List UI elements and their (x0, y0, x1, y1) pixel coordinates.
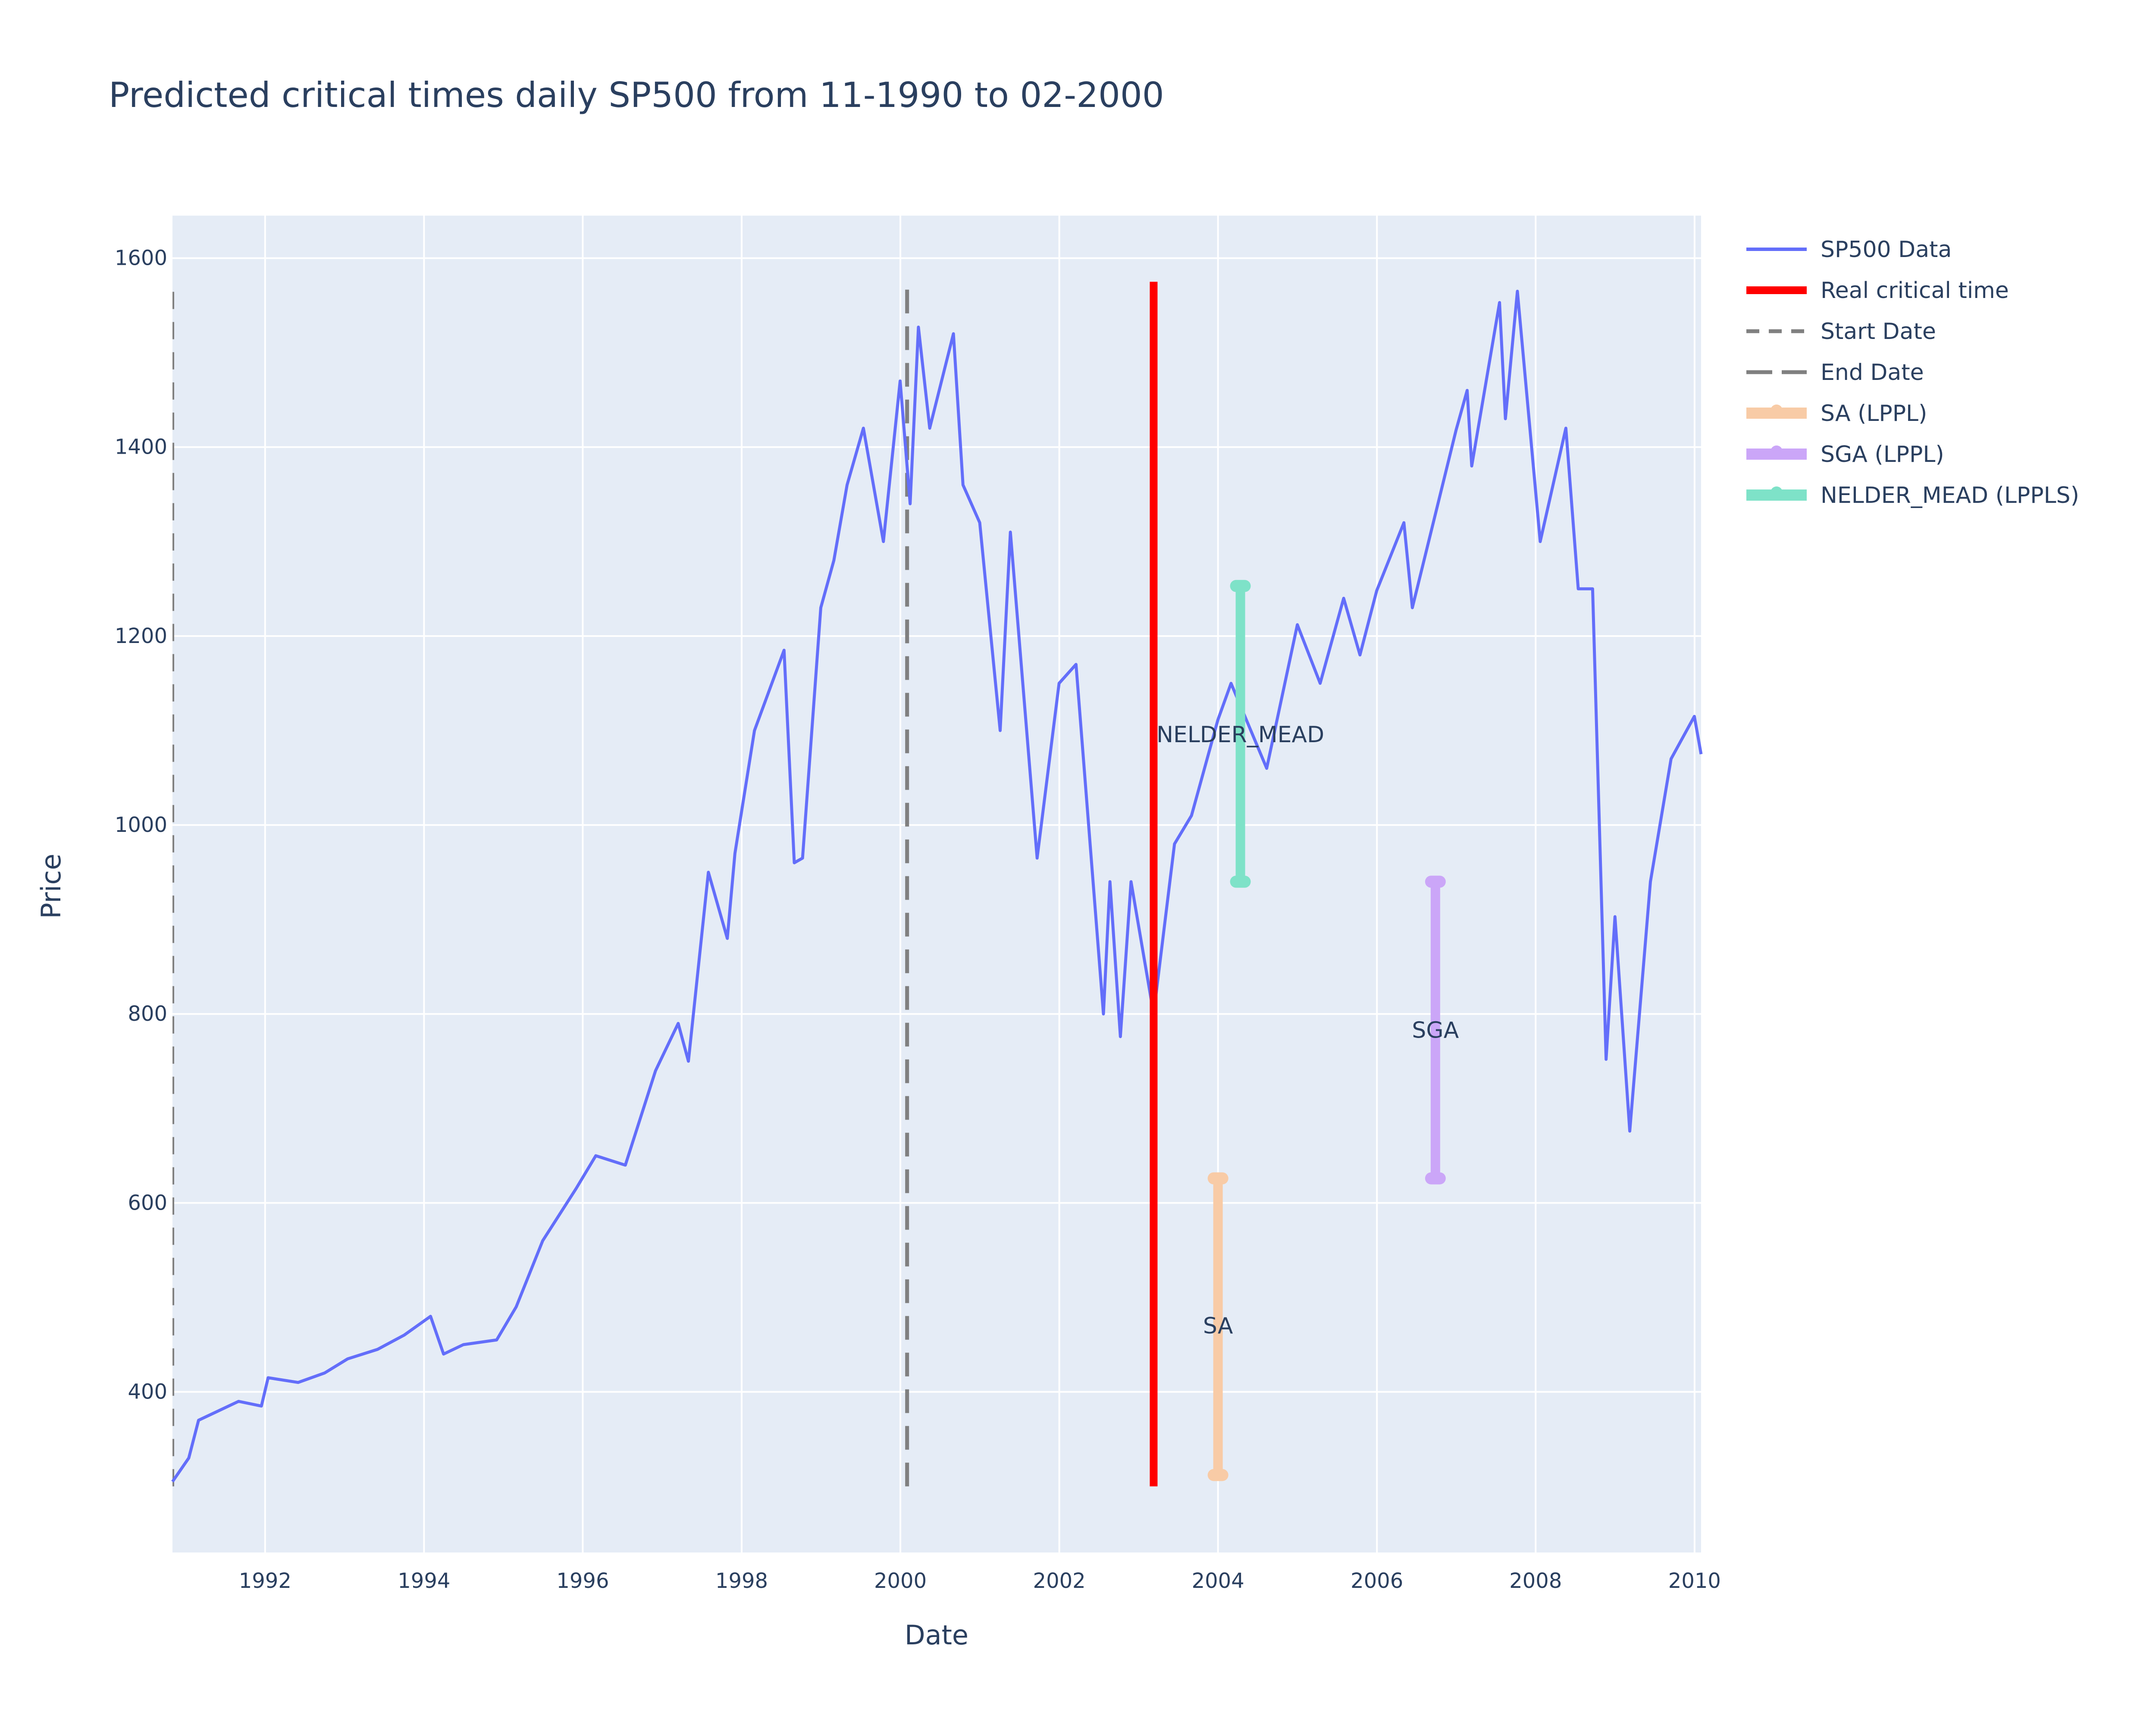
x-tick-label: 2006 (1351, 1569, 1403, 1593)
legend-item[interactable]: End Date (1746, 360, 1924, 386)
y-tick-label: 800 (128, 1002, 167, 1026)
x-tick-labels: 1992 1994 1996 1998 2000 2002 2004 2006 2008 2010 (239, 1569, 1721, 1593)
sga-annotation: SGA (1412, 1017, 1459, 1043)
legend-item[interactable]: Real critical time (1746, 278, 2009, 304)
y-tick-label: 1600 (115, 246, 167, 270)
legend[interactable]: SP500 Data Real critical time Start Date En… (1746, 237, 2079, 508)
x-tick-label: 2002 (1033, 1569, 1086, 1593)
legend-label: SP500 Data (1821, 237, 1952, 263)
legend-label: NELDER_MEAD (LPPLS) (1821, 483, 2079, 508)
legend-item[interactable]: SP500 Data (1746, 237, 1952, 263)
legend-label: End Date (1821, 360, 1924, 386)
x-tick-label: 2010 (1668, 1569, 1721, 1593)
legend-item[interactable]: NELDER_MEAD (LPPLS) (1746, 483, 2079, 508)
plot-marks (171, 282, 1703, 1487)
y-tick-labels: 400 600 800 1000 1200 1400 1600 (115, 246, 167, 1404)
sga-range-marker (1425, 1172, 1446, 1185)
sga-range-marker (1425, 875, 1446, 888)
x-tick-label: 1992 (239, 1569, 291, 1593)
x-tick-label: 1994 (398, 1569, 450, 1593)
y-tick-label: 1000 (115, 813, 167, 837)
x-tick-label: 2008 (1509, 1569, 1562, 1593)
y-gridlines (172, 257, 1701, 1393)
legend-item[interactable]: Start Date (1746, 319, 1936, 345)
legend-label: Real critical time (1821, 278, 2009, 304)
x-tick-label: 2000 (874, 1569, 927, 1593)
sa-annotation: SA (1203, 1313, 1233, 1339)
y-tick-label: 1400 (115, 435, 167, 459)
x-tick-label: 1996 (556, 1569, 609, 1593)
plot-area (172, 216, 1701, 1552)
legend-label: SA (LPPL) (1821, 401, 1927, 427)
legend-swatch-marker (1771, 445, 1783, 458)
range-annotations: SA SGA NELDER_MEAD (1156, 722, 1459, 1339)
legend-label: Start Date (1821, 319, 1936, 345)
legend-swatch-marker (1771, 486, 1783, 499)
nelder-mead-range-marker (1230, 580, 1251, 592)
legend-item[interactable]: SGA (LPPL) (1746, 442, 1944, 467)
x-tick-label: 2004 (1192, 1569, 1244, 1593)
x-axis-title: Date (905, 1619, 968, 1651)
y-axis-title: Price (35, 853, 67, 919)
y-tick-label: 400 (128, 1380, 167, 1404)
chart-title: Predicted critical times daily SP500 fro… (109, 75, 1164, 115)
x-tick-label: 1998 (715, 1569, 768, 1593)
y-tick-label: 1200 (115, 624, 167, 648)
nelder-mead-annotation: NELDER_MEAD (1156, 722, 1324, 748)
sa-range-marker (1207, 1172, 1228, 1185)
legend-item[interactable]: SA (LPPL) (1746, 401, 1927, 427)
legend-label: SGA (LPPL) (1821, 442, 1944, 467)
y-tick-label: 600 (128, 1191, 167, 1215)
sp500-data-line (171, 289, 1703, 1483)
nelder-mead-range-marker (1230, 875, 1251, 888)
legend-swatch-marker (1771, 405, 1783, 417)
sa-range-marker (1207, 1469, 1228, 1481)
